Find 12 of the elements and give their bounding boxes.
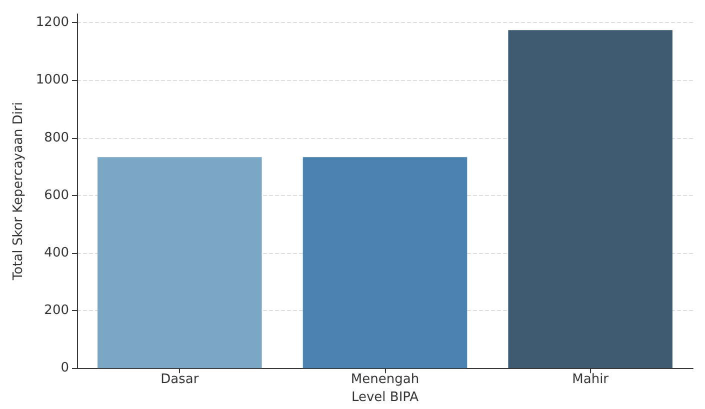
y-tick-label: 400 bbox=[44, 245, 69, 260]
x-axis-title: Level BIPA bbox=[351, 390, 419, 405]
x-tick-label: Mahir bbox=[572, 372, 610, 388]
y-tick-label: 1200 bbox=[36, 15, 69, 30]
y-axis-title: Total Skor Kepercayaan Diri bbox=[11, 102, 26, 282]
x-tick-label: Menengah bbox=[350, 372, 420, 388]
y-tick-label: 1000 bbox=[36, 72, 69, 88]
y-tick-label: 600 bbox=[44, 188, 69, 203]
y-tick-label: 0 bbox=[60, 360, 69, 376]
y-tick-label: 800 bbox=[44, 130, 69, 146]
y-tick-label: 200 bbox=[44, 303, 69, 318]
x-tick-label: Dasar bbox=[160, 372, 200, 388]
